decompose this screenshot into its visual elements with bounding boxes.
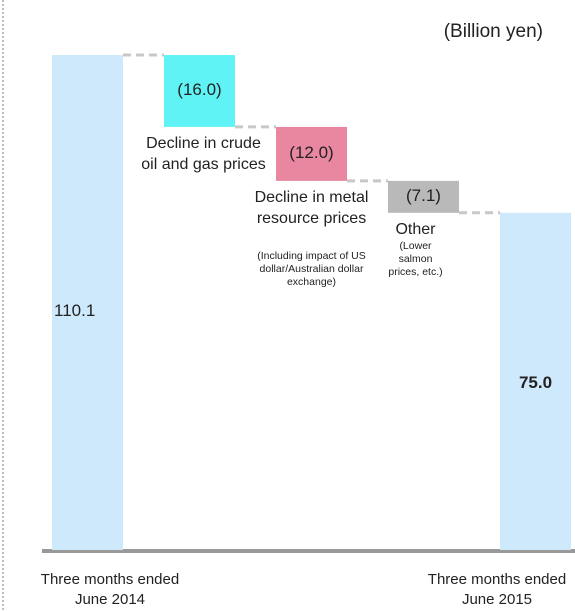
category-label: Three months ended June 2015 — [427, 571, 567, 608]
bar — [164, 55, 235, 127]
category-label: Decline in crude oil and gas prices — [141, 134, 266, 173]
category-note: (Lower salmon prices, etc.) — [388, 239, 443, 278]
category-label: Three months ended June 2014 — [40, 571, 180, 608]
value-label: 75.0 — [518, 373, 553, 393]
bar — [500, 212, 571, 551]
value-label: (7.1) — [406, 185, 441, 205]
unit-label: (Billion yen) — [443, 21, 543, 42]
bar — [276, 126, 347, 181]
category-label: Other — [395, 220, 436, 238]
value-label: (16.0) — [177, 79, 222, 99]
bar — [52, 55, 123, 550]
category-label: Decline in metal resource prices — [254, 188, 369, 227]
value-label: 110.1 — [54, 300, 96, 320]
value-label: (12.0) — [289, 142, 334, 162]
bar — [388, 180, 459, 213]
category-note: (Including impact of US dollar/Australia… — [257, 249, 366, 288]
